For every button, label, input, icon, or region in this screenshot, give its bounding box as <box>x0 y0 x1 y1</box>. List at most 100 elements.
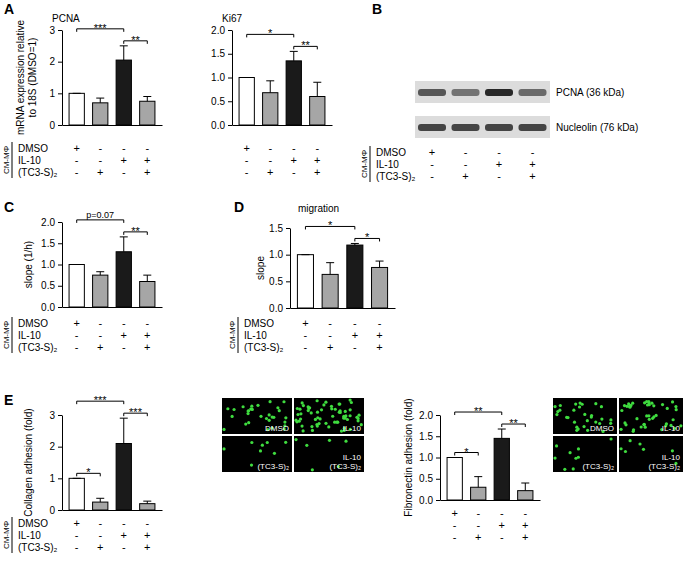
fluorescent-cell <box>331 415 334 418</box>
panel-letter: B <box>372 1 382 17</box>
error-bar <box>73 478 81 479</box>
condition-sign: + <box>314 154 320 166</box>
fluorescent-cell <box>642 448 645 451</box>
error-bar <box>376 261 384 267</box>
y-tick-mark <box>286 308 290 309</box>
fluorescent-cell <box>328 439 331 442</box>
condition-sign: - <box>122 317 126 329</box>
panel-letter: D <box>234 199 244 215</box>
y-tick: 0.5 <box>41 280 62 291</box>
condition-sign: - <box>75 541 79 553</box>
fluorescent-cell <box>344 410 347 413</box>
chart-title: Ki67 <box>222 13 242 24</box>
chart: 0123PCNAmRNA expression relativeto 18S (… <box>15 13 163 135</box>
condition-sign: - <box>268 142 272 154</box>
y-tick-mark <box>58 125 62 126</box>
row-label: (TC3-S)₂ <box>376 171 416 182</box>
row-label: (TC3-S)₂ <box>244 342 284 353</box>
y-tick-mark <box>436 479 440 480</box>
error-bar <box>143 275 151 281</box>
y-tick-label: 0.5 <box>419 473 433 484</box>
error-bar <box>120 237 128 252</box>
condition-sign: - <box>122 166 126 178</box>
condition-sign: - <box>292 142 296 154</box>
x-axis <box>233 125 333 127</box>
significance-label: ** <box>474 405 483 417</box>
condition-sign: + <box>97 166 103 178</box>
y-tick: 0.5 <box>419 473 440 484</box>
fluorescent-cell <box>651 417 654 420</box>
fluorescent-cell <box>586 429 589 432</box>
y-tick: 0.5 <box>269 276 290 287</box>
fluorescent-cell <box>635 417 638 420</box>
blot-band <box>452 124 480 131</box>
y-axis-title: slope (1/h) <box>23 241 34 288</box>
condition-sign: + <box>429 146 435 158</box>
y-tick-label: 0.5 <box>211 96 225 107</box>
error-bar <box>96 98 104 103</box>
fluorescent-cell <box>250 405 253 408</box>
y-tick-mark <box>58 478 62 479</box>
condition-sign: - <box>98 517 102 529</box>
error-bar <box>120 46 128 60</box>
fluorescent-cell <box>273 452 276 455</box>
y-tick-mark <box>436 500 440 501</box>
bar <box>347 245 363 308</box>
fluorescent-cell <box>655 414 658 417</box>
y-tick-label: 1.0 <box>211 72 225 83</box>
x-axis <box>291 308 396 310</box>
y-tick-mark <box>436 458 440 459</box>
fluorescent-cell <box>600 405 603 408</box>
y-tick-label: 2 <box>49 441 55 452</box>
x-axis-line <box>63 510 163 511</box>
significance-label: ** <box>509 417 518 429</box>
significance-label: * <box>268 27 273 39</box>
fluorescent-cell <box>674 405 677 408</box>
fluorescent-cell <box>232 408 235 411</box>
fluorescent-cell <box>335 421 338 424</box>
y-tick-mark <box>58 62 62 63</box>
fluorescent-cell <box>244 422 247 425</box>
fluorescent-cell <box>311 468 314 471</box>
significance-label: * <box>365 231 370 243</box>
y-tick: 0.0 <box>419 495 440 506</box>
fluorescent-cell <box>629 404 632 407</box>
micrograph-panel <box>222 436 292 472</box>
condition-sign: - <box>145 142 149 154</box>
fluorescent-cell <box>284 441 287 444</box>
error-bar <box>243 77 251 78</box>
condition-sign: - <box>245 154 249 166</box>
y-tick: 2.0 <box>41 217 62 228</box>
condition-sign: + <box>144 154 150 166</box>
group-divider <box>12 317 13 353</box>
fluorescent-cell <box>336 421 339 424</box>
condition-sign: - <box>378 317 382 329</box>
bar <box>322 274 338 308</box>
condition-sign: + <box>144 541 150 553</box>
fluorescent-cell <box>623 404 626 407</box>
y-tick-label: 0.0 <box>211 120 225 131</box>
fluorescent-cell <box>241 405 244 408</box>
fluorescent-cell <box>642 423 645 426</box>
fluorescent-cell <box>553 456 556 459</box>
bar <box>116 60 131 125</box>
condition-sign: - <box>315 142 319 154</box>
y-tick-mark <box>58 415 62 416</box>
row-label: (TC3-S)₂ <box>18 167 58 178</box>
y-tick: 2.0 <box>419 410 440 421</box>
fluorescent-cell <box>344 440 347 443</box>
row-label: DMSO <box>18 518 48 529</box>
y-axis-title: Fibronectin adhesion (fold) <box>403 398 414 516</box>
y-tick: 2 <box>49 441 62 452</box>
fluorescent-cell <box>648 418 651 421</box>
condition-sign: - <box>75 329 79 341</box>
plot-area <box>239 51 325 125</box>
group-divider <box>238 317 239 353</box>
condition-sign: - <box>304 341 308 353</box>
condition-sign: - <box>268 154 272 166</box>
group-label: CM-MΦ <box>228 321 237 349</box>
bar <box>310 97 325 126</box>
row-label: IL-10 <box>376 159 399 170</box>
y-tick-mark <box>58 30 62 31</box>
bar <box>494 438 509 500</box>
